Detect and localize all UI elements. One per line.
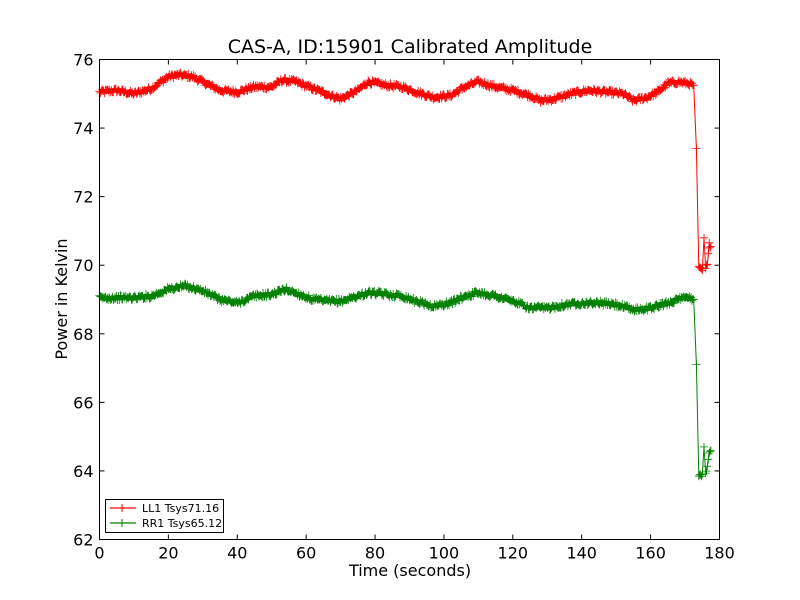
x-tick-label: 20 <box>158 544 178 563</box>
y-tick-label: 68 <box>73 325 93 344</box>
x-tick-label: 100 <box>429 544 460 563</box>
y-tick-label: 66 <box>73 393 93 412</box>
y-tick-label: 72 <box>73 188 93 207</box>
legend: LL1 Tsys71.16 RR1 Tsys65.12 <box>105 499 224 533</box>
y-tick-label: 64 <box>73 462 93 481</box>
series-1 <box>95 68 715 275</box>
y-tick-label: 62 <box>73 531 93 550</box>
x-tick-label: 180 <box>704 544 735 563</box>
chart-title: CAS-A, ID:15901 Calibrated Amplitude <box>228 36 593 58</box>
y-tick-label: 74 <box>73 119 93 138</box>
legend-entry-rr1: RR1 Tsys65.12 <box>110 517 222 530</box>
x-tick-label: 140 <box>566 544 597 563</box>
y-tick-label: 76 <box>73 51 93 70</box>
legend-label-rr1: RR1 Tsys65.12 <box>142 517 222 530</box>
tick-layer: 0 20 40 60 80 100 120 140 160 180 62 64 66 68 70 72 74 76 <box>73 51 735 563</box>
plot-frame <box>99 59 720 540</box>
x-tick-label: 60 <box>296 544 316 563</box>
legend-marker-rr1 <box>118 519 126 527</box>
x-axis-label: Time (seconds) <box>348 561 471 580</box>
legend-box <box>105 499 224 533</box>
x-tick-label: 160 <box>635 544 666 563</box>
x-tick-label: 120 <box>498 544 529 563</box>
x-tick-label: 80 <box>365 544 385 563</box>
x-tick-label: 40 <box>227 544 247 563</box>
legend-entry-ll1: LL1 Tsys71.16 <box>110 502 219 515</box>
y-axis-label: Power in Kelvin <box>52 238 71 359</box>
x-tick-label: 0 <box>94 544 104 563</box>
legend-marker-ll1 <box>118 504 126 512</box>
y-tick-label: 70 <box>73 256 93 275</box>
legend-label-ll1: LL1 Tsys71.16 <box>142 502 219 515</box>
